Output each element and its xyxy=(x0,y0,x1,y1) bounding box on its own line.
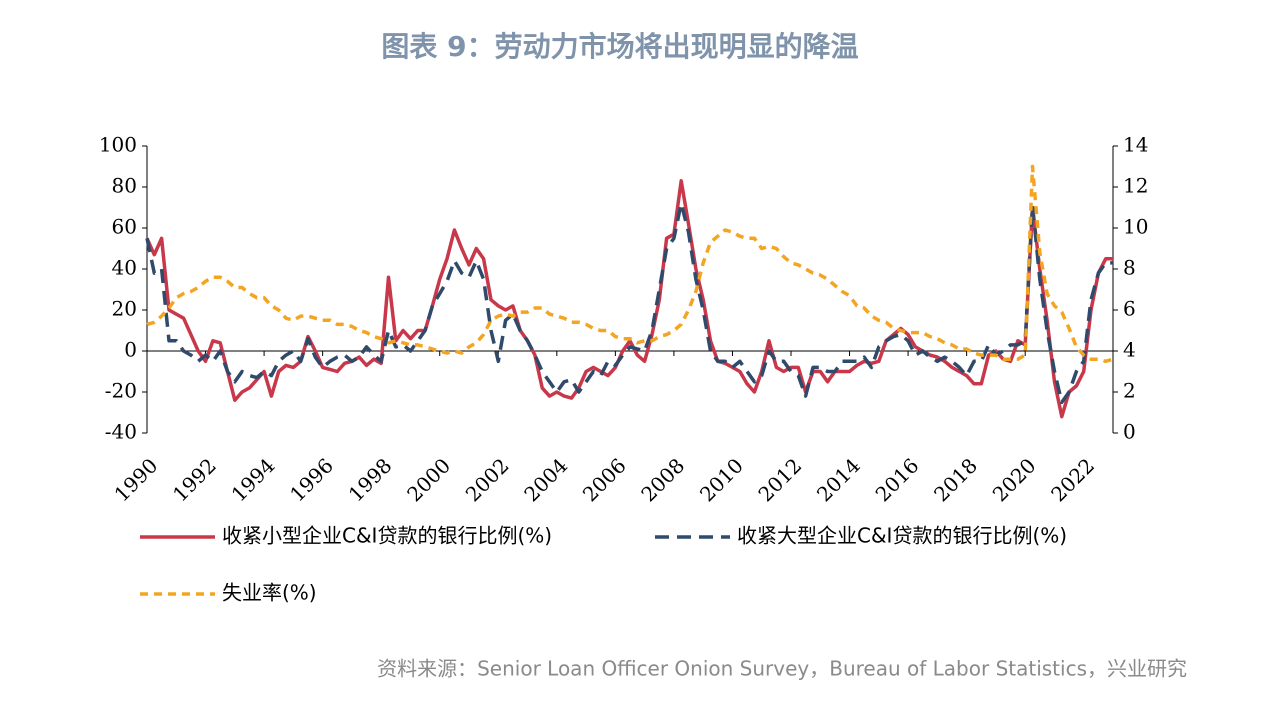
x-tick-label: 2022 xyxy=(1046,453,1099,506)
y2-tick-label: 12 xyxy=(1123,174,1148,198)
y-tick-label: 20 xyxy=(112,297,137,321)
x-tick-label: 2008 xyxy=(636,453,689,506)
x-tick-label: 2016 xyxy=(871,453,924,506)
series-line xyxy=(145,201,1113,405)
y-tick-label: -40 xyxy=(105,420,137,444)
source-note: 资料来源：Senior Loan Officer Onion Survey，Bu… xyxy=(377,657,1187,681)
legend-label: 收紧大型企业C&I贷款的银行比例(%) xyxy=(737,524,1067,548)
legend-label: 失业率(%) xyxy=(222,581,317,605)
x-tick-label: 1992 xyxy=(168,453,221,506)
y2-tick-label: 0 xyxy=(1123,420,1136,444)
y2-tick-label: 8 xyxy=(1123,256,1136,280)
y2-tick-label: 2 xyxy=(1123,379,1136,403)
x-tick-label: 2010 xyxy=(695,453,748,506)
y-tick-label: 40 xyxy=(112,256,137,280)
x-tick-label: 2012 xyxy=(753,453,806,506)
x-tick-label: 2002 xyxy=(461,453,514,506)
x-tick-label: 1994 xyxy=(227,453,280,506)
series-line xyxy=(145,179,1113,419)
x-tick-label: 2018 xyxy=(929,453,982,506)
y2-tick-label: 4 xyxy=(1123,338,1136,362)
x-tick-label: 2000 xyxy=(402,453,455,506)
y2-tick-label: 6 xyxy=(1123,297,1136,321)
x-tick-label: 1998 xyxy=(344,453,397,506)
x-tick-label: 1996 xyxy=(285,453,338,506)
x-tick-label: 2006 xyxy=(578,453,631,506)
series-line xyxy=(146,164,1114,364)
y2-tick-label: 10 xyxy=(1123,215,1148,239)
x-tick-label: 2014 xyxy=(812,453,865,506)
legend-label: 收紧小型企业C&I贷款的银行比例(%) xyxy=(222,524,552,548)
x-tick-label: 2020 xyxy=(988,453,1041,506)
chart-title: 图表 9：劳动力市场将出现明显的降温 xyxy=(381,30,858,63)
y-tick-label: 60 xyxy=(112,215,137,239)
y-tick-label: 100 xyxy=(99,133,137,157)
y-tick-label: 80 xyxy=(112,174,137,198)
y-tick-label: -20 xyxy=(105,379,137,403)
x-tick-label: 2004 xyxy=(519,453,572,506)
y-tick-label: 0 xyxy=(124,338,137,362)
x-tick-label: 1990 xyxy=(109,453,162,506)
y2-tick-label: 14 xyxy=(1123,133,1148,157)
